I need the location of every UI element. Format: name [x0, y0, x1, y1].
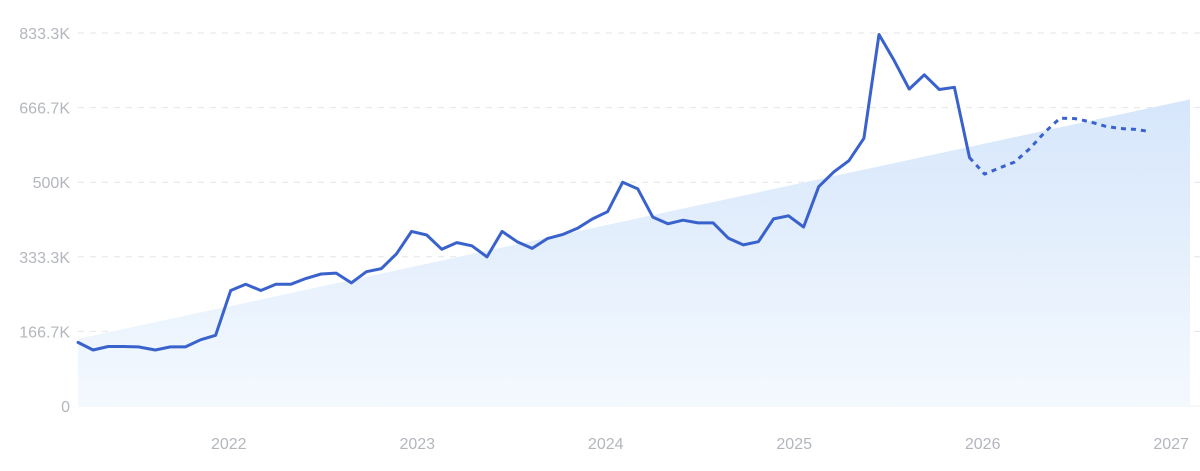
data-line: [76, 33, 971, 352]
trend-layer: [78, 99, 1190, 406]
y-tick-label: 833.3K: [19, 26, 70, 43]
x-tick-label: 2025: [776, 436, 812, 453]
y-tick-label: 500K: [33, 175, 71, 192]
y-tick-label: 0: [61, 399, 70, 416]
x-tick-label: 2023: [399, 436, 435, 453]
x-tick-label: 2026: [965, 436, 1001, 453]
y-tick-label: 666.7K: [19, 101, 70, 118]
y-tick-label: 333.3K: [19, 250, 70, 267]
x-tick-label: 2024: [588, 436, 624, 453]
trend-area: [78, 99, 1190, 406]
x-axis: 2022 2023 2024 2025 2026 2027: [211, 436, 1189, 453]
x-tick-label: 2027: [1153, 436, 1189, 453]
y-axis: 0 166.7K 333.3K 500K 666.7K 833.3K: [19, 26, 70, 416]
x-tick-label: 2022: [211, 436, 247, 453]
series-layer: [76, 33, 1151, 352]
y-tick-label: 166.7K: [19, 324, 70, 341]
